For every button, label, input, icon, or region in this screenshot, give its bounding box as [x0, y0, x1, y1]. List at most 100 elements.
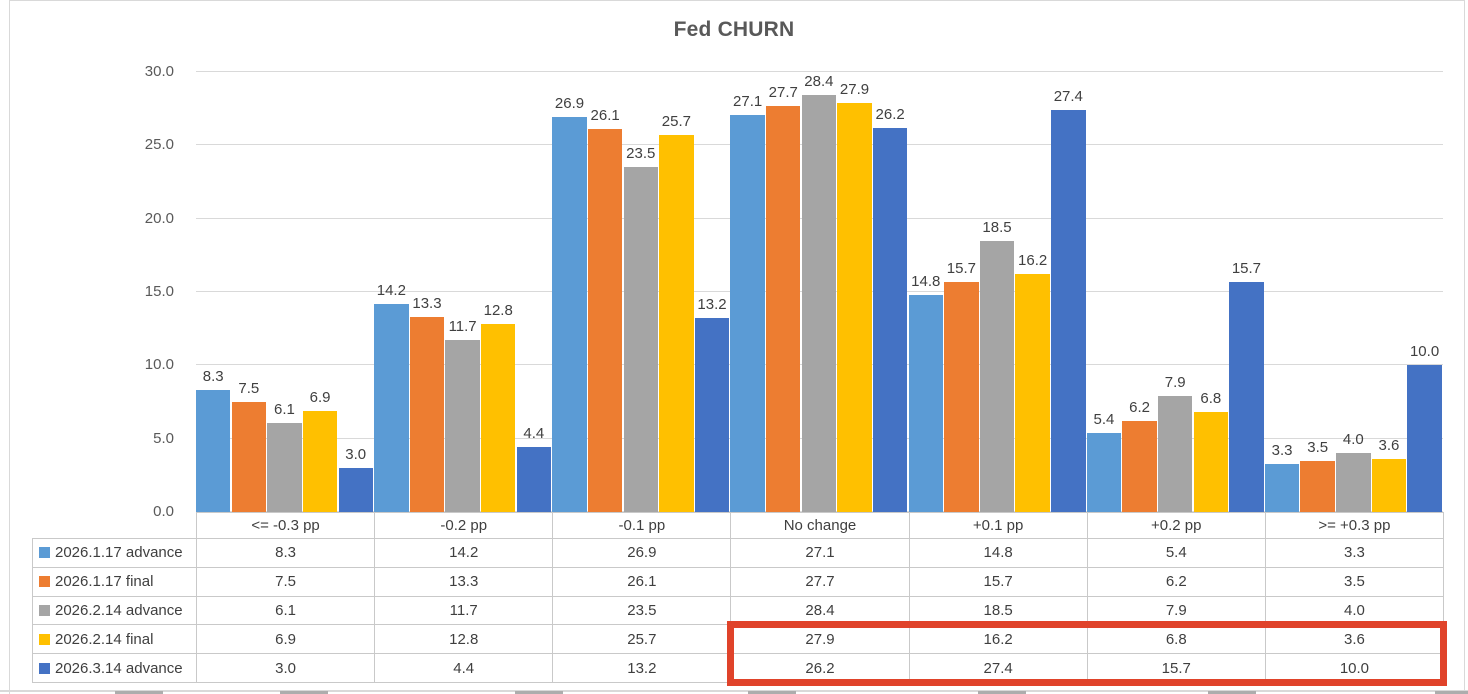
legend-cell: 2026.3.14 advance	[32, 653, 197, 683]
data-label: 26.1	[590, 107, 620, 125]
table-value-cell: 10.0	[1264, 653, 1444, 683]
legend-cell: 2026.1.17 final	[32, 566, 197, 597]
data-label: 13.3	[412, 294, 442, 312]
data-label: 6.9	[309, 388, 331, 406]
legend-swatch	[39, 576, 50, 588]
highlight-rectangle[interactable]	[726, 620, 1448, 687]
y-tick-label: 30.0	[144, 63, 174, 80]
data-label: 27.7	[768, 83, 798, 101]
bar-2026-1-17-advance	[196, 390, 231, 512]
bar-2026-3-14-advance	[694, 318, 730, 512]
bar-2026-1-17-advance	[552, 117, 587, 512]
legend-cell: 2026.2.14 advance	[32, 595, 197, 626]
table-value-cell: 12.8	[374, 624, 554, 655]
data-label: 15.7	[1231, 259, 1262, 277]
table-value-cell: 4.4	[374, 653, 554, 683]
bar-2026-2-14-final	[481, 324, 516, 512]
worksheet-tick	[115, 691, 163, 694]
table-value-cell: 6.1	[196, 595, 376, 626]
bar-2026-2-14-advance	[623, 167, 658, 512]
category-header: >= +0.3 pp	[1264, 512, 1444, 539]
table-value-cell: 7.5	[196, 566, 376, 597]
table-value-cell: 13.2	[552, 653, 732, 683]
bar-2026-2-14-advance	[445, 340, 480, 512]
bar-2026-1-17-advance	[1086, 432, 1122, 512]
bar-2026-1-17-final	[766, 105, 801, 512]
data-label: 16.2	[1018, 252, 1048, 270]
table-value-cell: 8.3	[196, 538, 376, 568]
bar-2026-2-14-advance	[801, 95, 837, 512]
table-value-cell: 28.4	[730, 595, 910, 626]
y-tick-label: 10.0	[144, 356, 174, 374]
table-value-cell: 15.7	[908, 566, 1088, 597]
bar-2026-2-14-final	[1193, 412, 1229, 512]
bar-2026-2-14-final	[1015, 274, 1050, 512]
data-label: 3.3	[1271, 441, 1293, 459]
data-label: 4.0	[1342, 431, 1364, 449]
bar-2026-2-14-final	[1371, 459, 1407, 512]
table-value-cell: 6.2	[1086, 566, 1266, 597]
bar-2026-3-14-advance	[1229, 281, 1264, 512]
data-label: 4.4	[523, 425, 545, 443]
bar-2026-2-14-final	[837, 102, 872, 512]
data-label: 3.6	[1378, 437, 1400, 455]
data-label: 6.2	[1129, 399, 1150, 417]
legend-swatch	[39, 547, 50, 559]
data-label: 23.5	[626, 145, 656, 163]
category-header: +0.1 pp	[908, 512, 1088, 539]
table-value-cell: 13.3	[374, 566, 554, 597]
category-header: <= -0.3 pp	[196, 512, 376, 539]
data-label: 7.5	[238, 380, 260, 397]
plot-area: 8.3 7.5 6.1 6.9 3.0 14.2 13.3 11.7 12.8 4.4 26.9 26…	[196, 71, 1443, 512]
table-value-cell: 14.2	[374, 538, 554, 568]
category-header: -0.1 pp	[552, 512, 732, 539]
table-value-cell: 7.9	[1086, 595, 1266, 626]
data-label: 7.9	[1164, 374, 1186, 392]
legend-swatch	[39, 604, 50, 616]
gridline	[196, 71, 1443, 72]
bar-2026-1-17-advance	[908, 294, 943, 512]
y-tick-label: 0.0	[153, 503, 174, 520]
bar-2026-2-14-final	[302, 410, 338, 512]
y-tick-label: 15.0	[144, 283, 174, 300]
table-value-cell: 3.5	[1264, 566, 1444, 597]
bar-2026-2-14-advance	[1157, 396, 1193, 512]
legend-label: 2026.2.14 advance	[55, 601, 183, 619]
table-value-cell: 5.4	[1086, 538, 1266, 568]
y-tick-label: 20.0	[144, 209, 174, 227]
data-label: 27.9	[839, 80, 870, 98]
bar-2026-1-17-final	[1122, 421, 1157, 512]
data-label: 18.5	[982, 218, 1012, 236]
legend-swatch	[39, 662, 50, 674]
worksheet-row-edge	[0, 690, 1468, 692]
bar-2026-3-14-advance	[1051, 110, 1086, 512]
bar-2026-1-17-advance	[1264, 463, 1300, 512]
bar-2026-1-17-final	[231, 402, 267, 512]
bar-2026-1-17-final	[1300, 460, 1335, 512]
data-label: 14.8	[911, 272, 941, 290]
data-label: 10.0	[1409, 343, 1440, 361]
legend-label: 2026.2.14 final	[55, 630, 154, 648]
bar-2026-2-14-advance	[1336, 453, 1371, 512]
table-value-cell: 15.7	[1086, 653, 1266, 683]
data-label: 13.2	[697, 296, 727, 314]
data-label: 3.5	[1307, 438, 1329, 456]
bar-2026-3-14-advance	[872, 127, 908, 512]
bar-2026-1-17-final	[409, 316, 445, 512]
worksheet-tick	[1208, 691, 1256, 694]
table-value-cell: 14.8	[908, 538, 1088, 568]
worksheet-tick	[280, 691, 328, 694]
data-label: 26.9	[554, 95, 585, 113]
data-label: 27.1	[733, 92, 763, 110]
data-label: 15.7	[946, 259, 976, 277]
bar-2026-3-14-advance	[516, 447, 552, 512]
legend-cell: 2026.1.17 advance	[32, 538, 197, 568]
data-label: 3.0	[345, 446, 367, 463]
worksheet-tick	[515, 691, 563, 694]
bar-2026-1-17-advance	[374, 303, 409, 512]
category-header: No change	[730, 512, 910, 539]
category-header: -0.2 pp	[374, 512, 554, 539]
table-value-cell: 6.9	[196, 624, 376, 655]
data-label: 12.8	[483, 302, 513, 320]
table-value-cell: 11.7	[374, 595, 554, 626]
